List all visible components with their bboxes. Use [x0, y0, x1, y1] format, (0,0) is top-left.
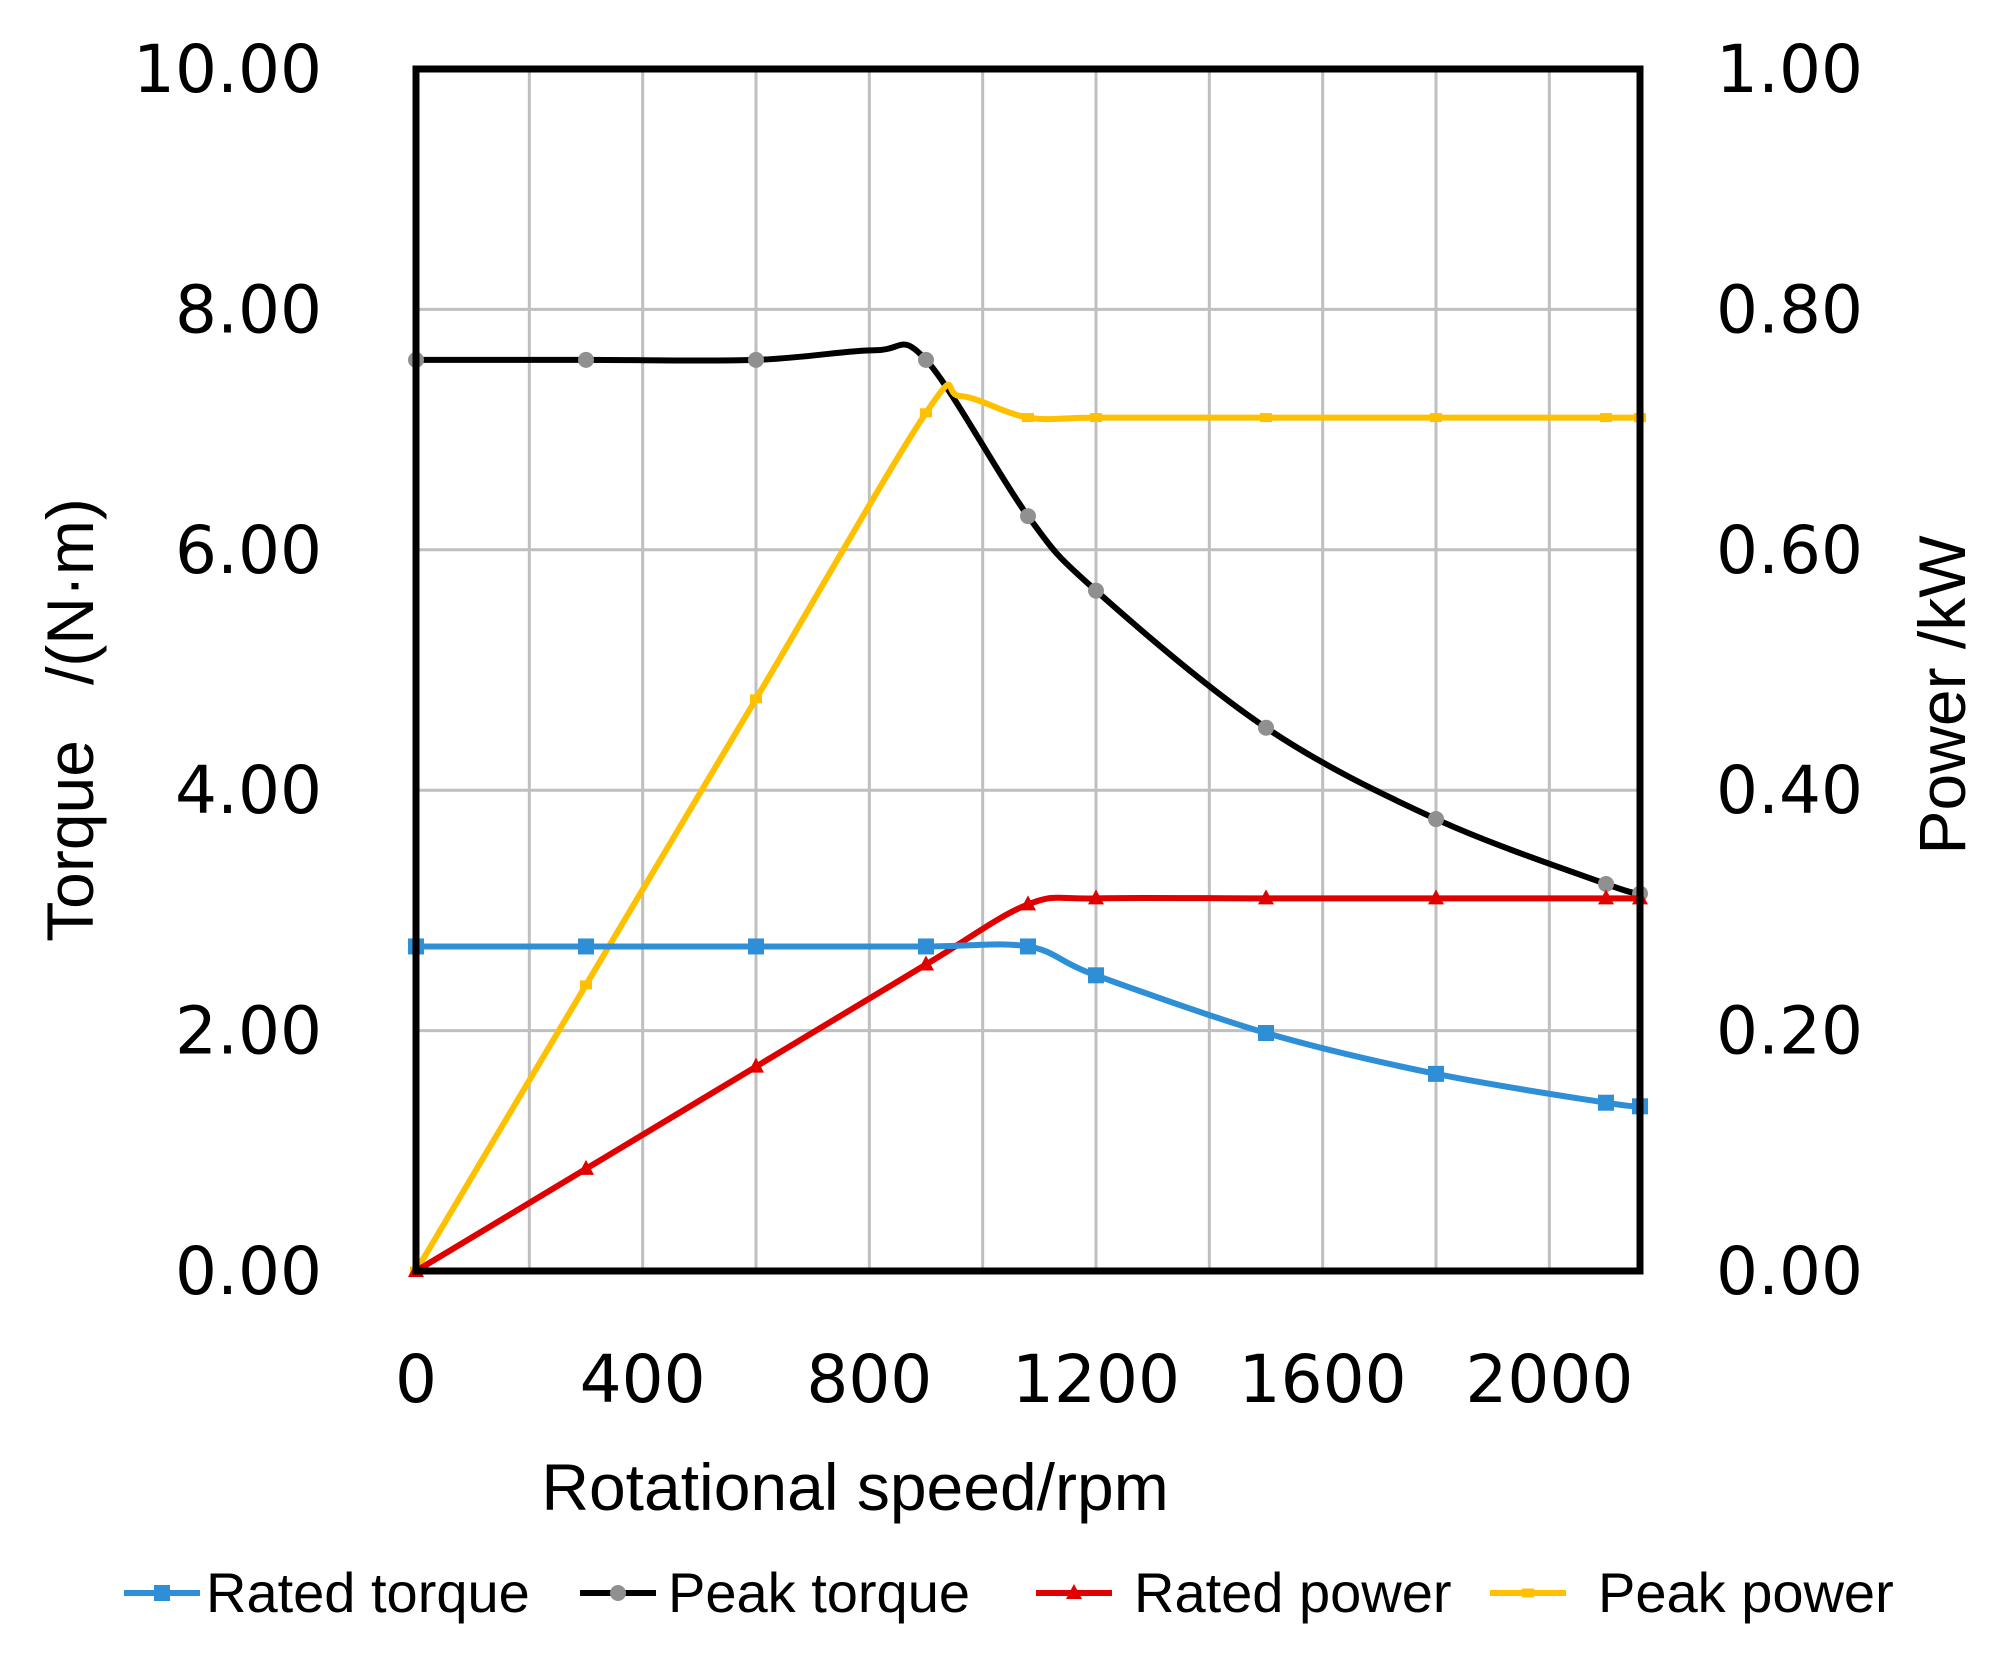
tick-labels: 0 400 800 1200 1600 2000 0.00 2.00 4.00 6.00 8.00 1…	[133, 31, 1863, 1418]
y-right-tick-label: 0.60	[1716, 512, 1863, 589]
series-peak-torque	[408, 341, 1648, 902]
data-point	[1598, 1094, 1614, 1111]
y-left-tick-label: 4.00	[175, 752, 322, 829]
plot-frame	[412, 65, 1644, 1275]
x-tick-label: 400	[580, 1341, 706, 1418]
x-tick-label: 1200	[1012, 1341, 1180, 1418]
data-point	[578, 1159, 594, 1175]
x-tick-label: 0	[395, 1341, 437, 1418]
legend-item-peak-torque: Peak torque	[580, 1561, 970, 1624]
data-point	[578, 351, 594, 368]
data-point	[1258, 889, 1274, 905]
y-left-tick-label: 6.00	[175, 512, 322, 589]
legend-item-rated-torque: Rated torque	[124, 1561, 530, 1624]
legend-label: Peak torque	[668, 1561, 970, 1624]
data-point	[1428, 889, 1444, 905]
data-point	[1088, 967, 1104, 984]
legend-swatch-marker	[154, 1585, 170, 1601]
x-tick-label: 1600	[1239, 1341, 1407, 1418]
legend-label: Peak power	[1598, 1561, 1894, 1624]
y-left-tick-label: 8.00	[175, 271, 322, 348]
y-left-tick-label: 0.00	[175, 1233, 322, 1310]
data-point	[1598, 875, 1614, 892]
y-right-axis-title: Power /kW	[1905, 535, 1979, 855]
data-point	[1020, 895, 1036, 911]
grid-lines	[416, 69, 1640, 1271]
legend-item-peak-power: Peak power	[1490, 1561, 1894, 1624]
data-point	[918, 351, 934, 368]
y-left-tick-label: 2.00	[175, 993, 322, 1070]
data-point	[1020, 508, 1036, 525]
data-point	[1598, 889, 1614, 905]
legend-label: Rated torque	[206, 1561, 530, 1624]
data-point	[918, 938, 934, 955]
data-point	[1088, 889, 1104, 905]
series-line	[416, 941, 1641, 1110]
y-right-tick-label: 0.00	[1716, 1233, 1863, 1310]
series-layer	[408, 341, 1648, 1277]
y-right-tick-label: 0.20	[1716, 993, 1863, 1070]
data-point	[918, 955, 934, 971]
data-point	[578, 938, 594, 955]
legend-item-rated-power: Rated power	[1036, 1561, 1452, 1624]
legend-label: Rated power	[1134, 1561, 1452, 1624]
data-point	[1428, 811, 1444, 828]
data-point	[748, 351, 764, 368]
data-point	[1258, 1025, 1274, 1042]
y-left-axis-title: Torque /(N·m)	[33, 498, 107, 942]
series-rated-power	[408, 889, 1648, 1277]
data-point	[1258, 719, 1274, 736]
series-line	[414, 894, 1640, 1274]
data-point	[748, 1057, 764, 1073]
x-axis-title: Rotational speed/rpm	[541, 1450, 1168, 1524]
y-right-tick-label: 0.40	[1716, 752, 1863, 829]
x-tick-label: 800	[806, 1341, 932, 1418]
data-point	[1088, 582, 1104, 599]
data-point	[1020, 938, 1036, 955]
y-right-tick-label: 0.80	[1716, 271, 1863, 348]
series-line	[415, 341, 1641, 897]
legend: Rated torque Peak torque Rated power Peak p…	[124, 1561, 1894, 1624]
x-tick-label: 2000	[1465, 1341, 1633, 1418]
series-rated-torque	[408, 938, 1648, 1115]
y-left-tick-label: 10.00	[133, 31, 322, 108]
legend-swatch-marker	[610, 1585, 626, 1601]
data-point	[748, 938, 764, 955]
legend-swatch-marker	[1066, 1584, 1082, 1599]
y-right-tick-label: 1.00	[1716, 31, 1863, 108]
data-point	[1428, 1065, 1444, 1082]
